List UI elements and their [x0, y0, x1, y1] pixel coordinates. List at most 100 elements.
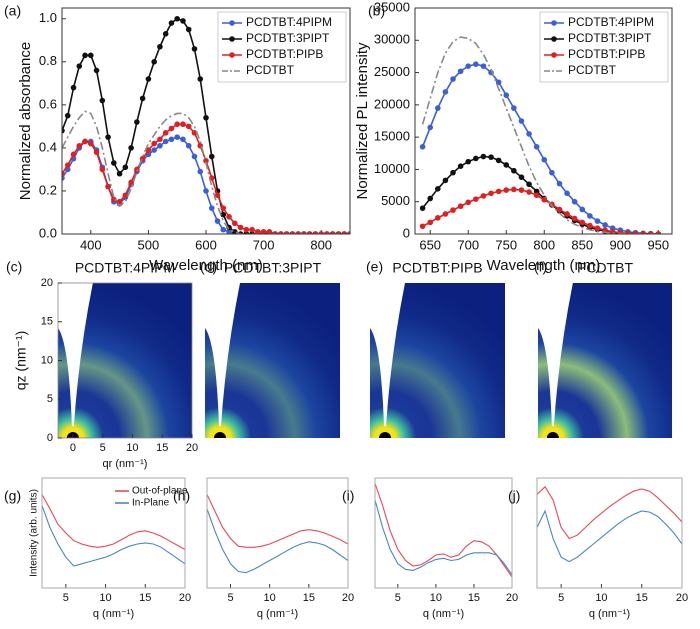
data-point: [220, 211, 227, 218]
x-tick-label: 10: [595, 592, 607, 604]
data-point: [82, 138, 88, 145]
data-point: [180, 121, 186, 128]
x-tick-label: 15: [468, 592, 480, 604]
y-tick-label: 0: [47, 432, 53, 444]
plot-area: [62, 15, 350, 234]
legend-label: PCDTBT:3PIPT: [568, 31, 652, 45]
y-tick-label: 35000: [374, 0, 410, 14]
data-point: [450, 169, 456, 176]
x-tick-label: 20: [179, 592, 191, 604]
data-point: [533, 188, 540, 195]
data-point: [151, 147, 157, 153]
legend-label: PCDTBT:PIPB: [246, 47, 323, 61]
x-tick-label: 650: [419, 237, 441, 252]
data-point: [116, 198, 123, 205]
x-tick-label: 10: [430, 592, 442, 604]
scattering-image: [538, 283, 672, 438]
x-axis-label: Wavelength (nm): [149, 257, 263, 274]
data-point: [220, 205, 227, 211]
data-point: [488, 190, 494, 197]
panel-label: (c): [6, 259, 22, 275]
x-axis-label: qr (nm⁻¹): [103, 458, 148, 470]
data-point: [157, 43, 163, 50]
beam-stop: [214, 432, 226, 438]
panel-title: PCDTBT: [577, 260, 633, 276]
y-tick-label: 25000: [374, 64, 410, 79]
panel-label: (a): [4, 3, 21, 19]
y-tick-label: 5000: [381, 193, 410, 208]
data-point: [162, 138, 169, 145]
x-tick-label: 500: [138, 237, 160, 252]
legend-label: PCDTBT:3PIPT: [246, 31, 330, 45]
panel-label: (b): [368, 3, 385, 19]
data-point: [255, 229, 261, 234]
data-point: [116, 170, 123, 177]
plot-area: [537, 485, 682, 563]
y-tick-label: 0.6: [39, 96, 57, 111]
y-tick-label: 0.8: [39, 53, 57, 68]
data-point: [208, 205, 215, 211]
data-point: [203, 188, 209, 194]
data-point: [480, 193, 487, 199]
x-tick-label: 5: [227, 592, 233, 604]
x-axis-label: q (nm⁻¹): [93, 608, 134, 620]
x-tick-label: 10: [99, 592, 111, 604]
series-line: [375, 499, 512, 576]
data-point: [168, 136, 175, 143]
x-tick-label: 800: [310, 237, 332, 252]
panel-label: (f): [534, 259, 547, 275]
plot-frame: [206, 477, 349, 589]
data-point: [197, 76, 204, 82]
data-point: [442, 89, 449, 95]
scattering-image: [370, 283, 505, 438]
legend-marker: [229, 20, 235, 26]
x-tick-label: 15: [636, 592, 648, 604]
data-point: [88, 140, 94, 147]
x-axis-label: Wavelength (nm): [487, 257, 601, 274]
y-axis-label: Normalized absorbance: [17, 42, 34, 200]
scattering-image: [58, 283, 192, 438]
y-tick-label: 10: [41, 354, 53, 366]
x-tick-label: 750: [495, 237, 517, 252]
data-point: [511, 186, 517, 193]
data-point: [208, 153, 215, 160]
panel-label: (i): [342, 488, 354, 504]
data-point: [214, 192, 221, 199]
data-point: [495, 157, 502, 164]
data-point: [62, 127, 65, 134]
data-point: [435, 186, 441, 192]
plot-area: [42, 494, 185, 567]
x-tick-label: 5: [558, 592, 564, 604]
y-axis-label: qz (nm⁻¹): [13, 331, 29, 391]
x-tick-label: 20: [186, 442, 198, 454]
data-point: [564, 190, 570, 197]
x-tick-label: 5: [395, 592, 401, 604]
panel-label: (j): [508, 488, 520, 504]
x-tick-label: 15: [303, 592, 315, 604]
data-point: [587, 222, 593, 229]
data-point: [442, 211, 449, 217]
data-point: [174, 134, 180, 140]
data-point: [62, 175, 65, 181]
x-tick-label: 10: [126, 442, 138, 454]
data-point: [594, 225, 601, 231]
legend-marker: [551, 36, 557, 42]
panel-label: (e): [366, 259, 383, 275]
data-point: [473, 61, 479, 67]
data-point: [419, 144, 426, 150]
data-point: [503, 162, 510, 168]
data-point: [139, 95, 146, 102]
data-point: [571, 198, 578, 205]
data-point: [435, 215, 441, 221]
legend-marker: [229, 52, 235, 58]
data-point: [122, 192, 129, 199]
data-point: [128, 145, 134, 151]
series-line: [62, 136, 350, 234]
x-tick-label: 15: [139, 592, 151, 604]
data-point: [64, 112, 71, 119]
data-point: [185, 26, 192, 33]
data-point: [457, 163, 464, 169]
missing-wedge: [538, 283, 573, 426]
series-line: [537, 509, 682, 563]
y-tick-label: 10000: [374, 161, 410, 176]
